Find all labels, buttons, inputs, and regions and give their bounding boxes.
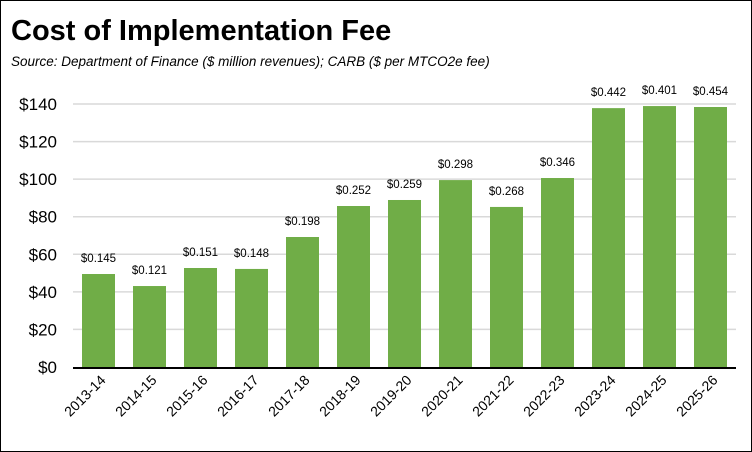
data-label: $0.346 bbox=[540, 157, 575, 169]
data-label: $0.298 bbox=[438, 159, 473, 171]
y-tick-label: $120 bbox=[19, 133, 57, 152]
data-label: $0.259 bbox=[387, 179, 422, 191]
x-tick-label: 2022-23 bbox=[520, 372, 568, 420]
x-tick-label: 2023-24 bbox=[571, 372, 619, 420]
x-tick-label: 2018-19 bbox=[316, 372, 364, 420]
y-tick-label: $0 bbox=[38, 358, 57, 377]
data-label: $0.401 bbox=[642, 85, 677, 97]
y-tick-label: $100 bbox=[19, 170, 57, 189]
x-tick-label: 2015-16 bbox=[163, 372, 211, 420]
chart-title: Cost of Implementation Fee bbox=[11, 15, 392, 47]
x-tick-label: 2016-17 bbox=[214, 372, 262, 420]
x-tick-label: 2013-14 bbox=[61, 372, 109, 420]
x-tick-label: 2025-26 bbox=[673, 372, 721, 420]
x-tick-label: 2019-20 bbox=[367, 372, 415, 420]
y-tick-label: $40 bbox=[29, 283, 57, 302]
y-tick-label: $80 bbox=[29, 208, 57, 227]
x-tick-label: 2020-21 bbox=[418, 372, 466, 420]
y-tick-label: $140 bbox=[19, 95, 57, 114]
bar bbox=[490, 206, 523, 367]
bar bbox=[133, 286, 166, 367]
bar bbox=[388, 199, 421, 367]
data-label: $0.121 bbox=[132, 265, 167, 277]
x-tick-label: 2024-25 bbox=[622, 372, 670, 420]
bar bbox=[184, 267, 217, 367]
data-label: $0.148 bbox=[234, 248, 269, 260]
bar bbox=[286, 237, 319, 367]
bar bbox=[541, 178, 574, 367]
bar bbox=[235, 268, 268, 367]
chart-subtitle: Source: Department of Finance ($ million… bbox=[11, 54, 490, 69]
bar bbox=[592, 108, 625, 367]
x-tick-label: 2017-18 bbox=[265, 372, 313, 420]
y-tick-label: $20 bbox=[29, 320, 57, 339]
data-label: $0.145 bbox=[81, 253, 116, 265]
data-label: $0.151 bbox=[183, 247, 218, 259]
bar bbox=[643, 106, 676, 367]
data-label: $0.442 bbox=[591, 87, 626, 99]
x-tick-label: 2014-15 bbox=[112, 372, 160, 420]
y-tick-label: $60 bbox=[29, 245, 57, 264]
x-tick-label: 2021-22 bbox=[469, 372, 517, 420]
data-label: $0.268 bbox=[489, 186, 524, 198]
data-label: $0.454 bbox=[693, 86, 729, 98]
bar bbox=[337, 206, 370, 367]
bar bbox=[694, 107, 727, 368]
data-label: $0.198 bbox=[285, 216, 320, 228]
data-label: $0.252 bbox=[336, 185, 371, 197]
bar bbox=[82, 274, 115, 367]
bar bbox=[439, 180, 472, 367]
